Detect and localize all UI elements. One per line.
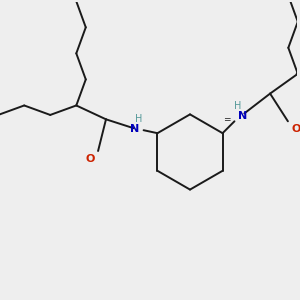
Text: H: H (135, 114, 142, 124)
Text: N: N (238, 111, 247, 122)
Text: O: O (85, 154, 95, 164)
Text: H: H (234, 101, 241, 112)
Text: O: O (291, 124, 300, 134)
Text: =: = (223, 115, 230, 124)
Text: N: N (130, 124, 139, 134)
